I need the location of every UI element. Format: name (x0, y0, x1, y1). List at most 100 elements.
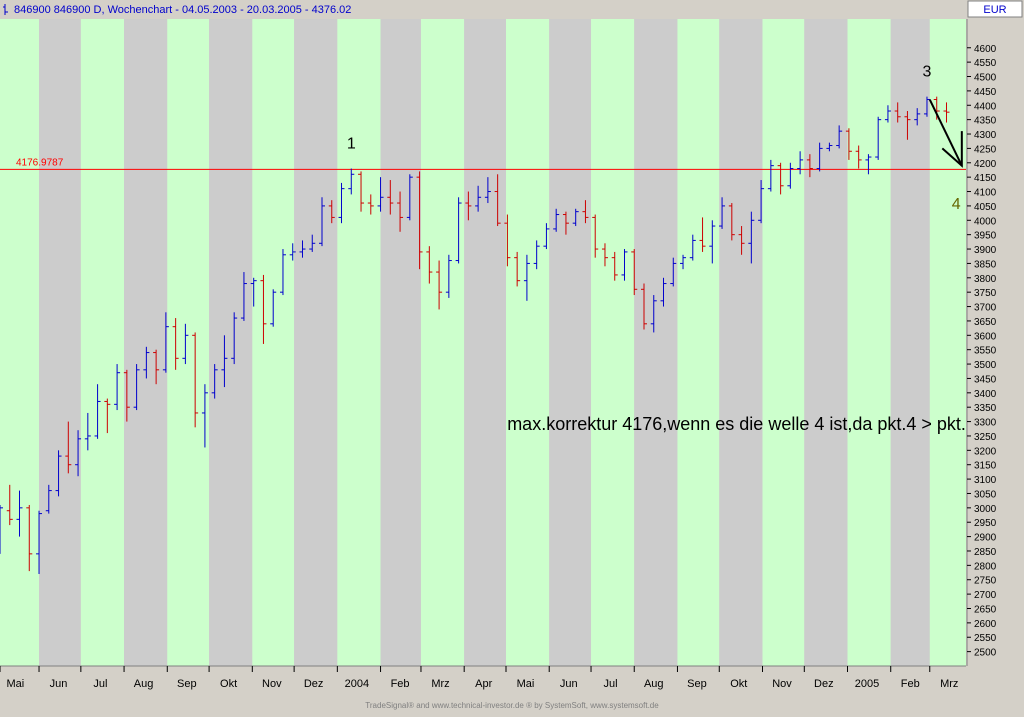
footer-credit: TradeSignal® and www.technical-investor.… (365, 701, 659, 710)
month-band-18 (762, 19, 805, 666)
y-tick-label-3600: 3600 (974, 331, 997, 342)
x-tick-label-18: Nov (772, 678, 792, 690)
x-tick-label-17: Okt (730, 678, 747, 690)
y-tick-label-3750: 3750 (974, 288, 997, 299)
ohlc-bar-47 (455, 197, 462, 264)
ohlc-bar-89 (865, 154, 872, 175)
time-axis (0, 666, 966, 698)
ohlc-bar-59 (572, 208, 579, 227)
y-tick-label-3700: 3700 (974, 303, 997, 314)
ohlc-bar-87 (845, 128, 852, 160)
y-tick-label-4000: 4000 (974, 216, 997, 227)
ohlc-bar-13 (123, 369, 130, 422)
ohlc-bar-42 (406, 174, 413, 221)
ohlc-bar-17 (162, 312, 169, 373)
ohlc-bar-68 (660, 277, 667, 307)
y-tick-label-4400: 4400 (974, 101, 997, 112)
chart-symbol-icon[interactable] (3, 4, 8, 15)
price-axis (966, 19, 1024, 666)
ohlc-bar-10 (94, 384, 101, 439)
y-tick-label-3650: 3650 (974, 317, 997, 328)
y-axis-ticks: 2500 2550 2600 2650 2700 2750 2800 2850 2900 2950… (967, 44, 997, 659)
footer-bar (0, 698, 1024, 712)
y-tick-label-4550: 4550 (974, 58, 997, 69)
ohlc-bar-84 (816, 142, 823, 172)
month-band-2 (80, 19, 125, 666)
month-band-21 (890, 19, 930, 666)
ohlc-bar-52 (504, 214, 511, 267)
x-tick-label-6: Nov (262, 678, 282, 690)
y-tick-label-3400: 3400 (974, 389, 997, 400)
x-tick-label-9: Feb (391, 678, 410, 690)
ohlc-bar-27 (260, 274, 267, 344)
currency-box[interactable] (967, 0, 1023, 18)
ohlc-bar-76 (738, 226, 745, 255)
y-tick-label-2750: 2750 (974, 576, 997, 587)
x-tick-label-22: Mrz (940, 678, 958, 690)
ohlc-bar-83 (806, 154, 813, 178)
ohlc-bar-46 (445, 254, 452, 298)
ohlc-bar-55 (533, 240, 540, 270)
annotation-2: 4 (952, 196, 961, 213)
ohlc-bar-45 (436, 260, 443, 310)
ohlc-bar-66 (641, 283, 647, 330)
annotation-3: max.korrektur 4176,wenn es die welle 4 i… (507, 414, 976, 434)
ohlc-bar-90 (875, 116, 882, 160)
ohlc-bar-73 (709, 220, 716, 264)
x-tick-label-8: 2004 (345, 678, 369, 690)
x-tick-label-20: 2005 (855, 678, 879, 690)
y-tick-label-3850: 3850 (974, 259, 997, 270)
month-band-7 (294, 19, 338, 666)
ohlc-bar-39 (377, 177, 384, 212)
x-tick-label-16: Sep (687, 678, 707, 690)
chart-title: 846900 846900 D, Wochenchart - 04.05.200… (14, 4, 351, 16)
ohlc-bar-48 (465, 191, 472, 221)
ohlc-bar-26 (250, 277, 257, 307)
y-tick-label-4100: 4100 (974, 188, 997, 199)
ohlc-bar-67 (650, 295, 657, 333)
y-tick-label-3000: 3000 (974, 504, 997, 515)
ohlc-bar-92 (894, 102, 901, 123)
ohlc-bar-0 (0, 504, 3, 554)
ohlc-bar-32 (309, 234, 316, 252)
ohlc-bar-41 (397, 191, 404, 232)
ohlc-bar-50 (484, 177, 491, 204)
month-band-14 (591, 19, 635, 666)
x-axis-ticks: Mai Jun Jul Aug Sep Okt Nov Dez 2004 Feb Mrz Apr Mai… (0, 666, 958, 690)
ohlc-bar-86 (836, 125, 843, 149)
ohlc-bar-38 (367, 194, 374, 215)
ohlc-bar-97 (943, 102, 950, 123)
wave-arrow-head (941, 131, 963, 168)
x-tick-label-11: Apr (475, 678, 492, 690)
y-tick-label-3250: 3250 (974, 432, 997, 443)
ohlc-bar-12 (114, 364, 121, 411)
y-tick-label-4150: 4150 (974, 173, 997, 184)
ohlc-bar-8 (75, 430, 82, 477)
plot-area: 4176.9787 1 3 4 max.korrektur 4176,wenn es d… (0, 19, 976, 666)
ohlc-bar-31 (299, 240, 306, 258)
title-bar (0, 0, 1024, 19)
month-band-5 (209, 19, 253, 666)
ohlc-bar-74 (719, 197, 726, 229)
x-tick-label-15: Aug (644, 678, 664, 690)
y-tick-label-3100: 3100 (974, 475, 997, 486)
ohlc-bar-82 (797, 151, 804, 175)
ohlc-bar-29 (279, 249, 286, 296)
ohlc-bar-85 (826, 142, 833, 152)
ohlc-bar-49 (475, 185, 482, 212)
ohlc-bar-91 (884, 105, 891, 123)
ohlc-bar-79 (767, 159, 774, 192)
ohlc-bar-70 (680, 254, 687, 270)
month-band-4 (167, 19, 210, 666)
ohlc-bar-33 (319, 197, 325, 247)
ohlc-bar-7 (65, 421, 72, 474)
ohlc-bar-3 (26, 504, 33, 572)
month-band-20 (847, 19, 891, 666)
x-tick-label-14: Jul (604, 678, 618, 690)
ohlc-bar-22 (211, 364, 218, 399)
ohlc-bar-54 (523, 254, 530, 301)
y-tick-label-2500: 2500 (974, 648, 997, 659)
ohlc-bar-20 (192, 332, 199, 428)
y-tick-label-2650: 2650 (974, 604, 997, 615)
x-tick-label-21: Feb (901, 678, 920, 690)
